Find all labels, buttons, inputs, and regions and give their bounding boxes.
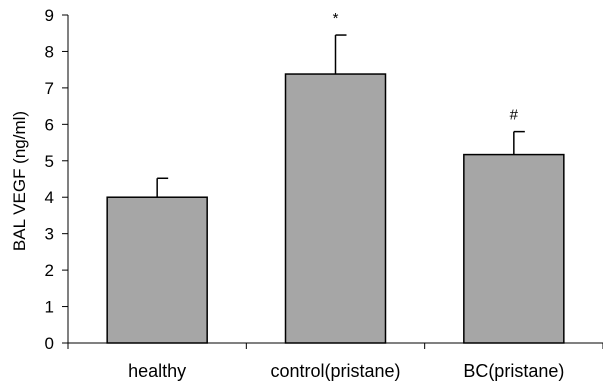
y-tick-label: 2 [45, 261, 54, 280]
y-tick-label: 3 [45, 225, 54, 244]
significance-marker-1: * [333, 10, 339, 27]
y-tick-label: 8 [45, 42, 54, 61]
y-tick-label: 7 [45, 79, 54, 98]
bar-1 [284, 73, 387, 344]
y-tick-label: 5 [45, 152, 54, 171]
x-category-label: control(pristane) [270, 361, 400, 381]
x-axis: healthy control(pristane) BC(pristane) [67, 342, 603, 381]
y-tick-label: 1 [45, 298, 54, 317]
bar-2 [463, 153, 565, 344]
y-tick-label: 6 [45, 115, 54, 134]
y-axis-title: BAL VEGF (ng/ml) [10, 111, 29, 251]
bars: *# [106, 10, 565, 344]
y-axis: 0 1 2 3 4 5 6 7 8 9 [45, 6, 69, 353]
y-tick-label: 0 [45, 334, 54, 353]
bar-0 [106, 196, 208, 344]
significance-marker-2: # [510, 107, 519, 124]
y-tick-label: 4 [45, 188, 54, 207]
x-category-label: healthy [128, 361, 186, 381]
x-category-label: BC(pristane) [463, 361, 564, 381]
y-tick-label: 9 [45, 6, 54, 25]
